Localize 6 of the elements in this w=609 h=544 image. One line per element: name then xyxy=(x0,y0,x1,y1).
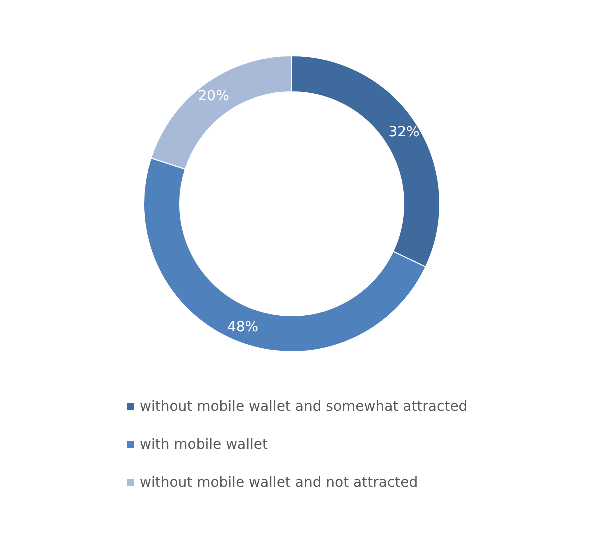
legend-label: without mobile wallet and not attracted xyxy=(140,475,418,491)
data-label: 32% xyxy=(388,124,420,141)
legend-label: with mobile wallet xyxy=(140,437,269,453)
legend-label: without mobile wallet and somewhat attracted xyxy=(140,399,468,415)
data-label: 48% xyxy=(227,320,259,336)
data-label: 20% xyxy=(198,88,230,104)
